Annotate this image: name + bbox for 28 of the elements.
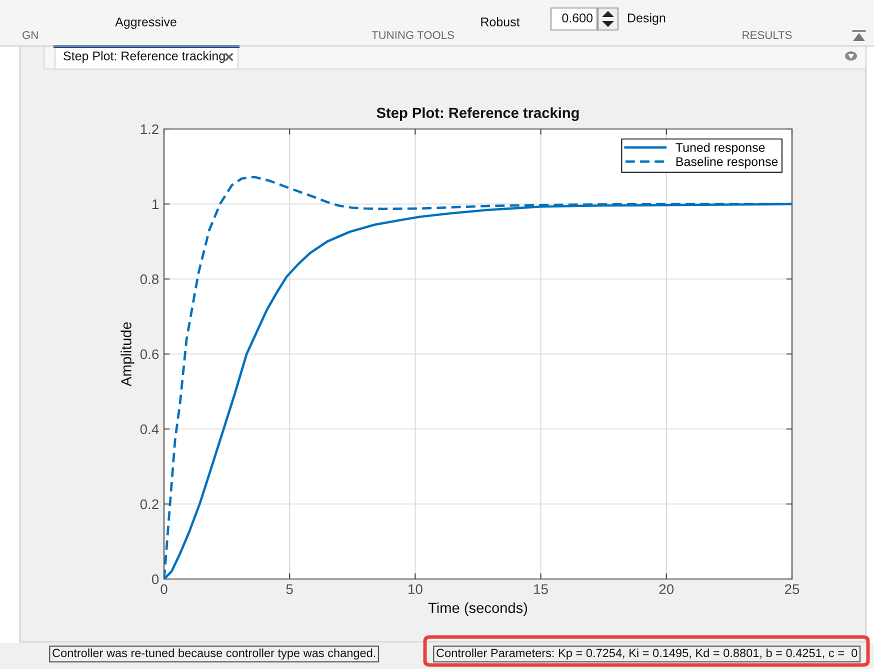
y-tick-label: 0.4 bbox=[140, 424, 159, 434]
text: Design bbox=[628, 13, 666, 25]
chart-title: Step Plot: Reference tracking bbox=[376, 107, 579, 121]
text: RESULTS bbox=[742, 31, 792, 39]
y-tick-label: 0.6 bbox=[140, 349, 159, 360]
y-tick-label: 1 bbox=[152, 199, 158, 210]
text: Robust bbox=[481, 17, 520, 26]
y-axis-title: Amplitude bbox=[120, 322, 134, 386]
x-tick-label: 20 bbox=[659, 584, 674, 594]
y-tick-label: 0.2 bbox=[140, 499, 158, 510]
text: TUNING TOOLS bbox=[372, 31, 454, 39]
x-tick-label: 15 bbox=[534, 584, 548, 594]
x-tick-label: 5 bbox=[286, 584, 293, 594]
legend-label: Tuned response bbox=[676, 142, 765, 154]
x-tick-label: 25 bbox=[784, 584, 800, 594]
text: 0.600 bbox=[562, 14, 593, 22]
legend-label: Baseline response bbox=[676, 156, 778, 169]
text: GN bbox=[22, 31, 38, 39]
x-axis-title: Time (seconds) bbox=[428, 602, 528, 616]
text: Controller was re-tuned because controller type was changed. bbox=[52, 648, 376, 660]
x-tick-label: 0 bbox=[160, 584, 168, 594]
text: Step Plot: Reference tracking bbox=[64, 51, 225, 63]
y-tick-label: 0 bbox=[152, 574, 159, 584]
x-tick-label: 10 bbox=[408, 584, 422, 594]
y-tick-label: 0.8 bbox=[140, 274, 159, 284]
y-tick-label: 1.2 bbox=[140, 124, 158, 134]
text: Controller Parameters: Kp = 0.7254, Ki = 0.1495, Kd = 0.8801, b = 0.4251, c = 0 bbox=[436, 648, 858, 660]
text: Aggressive bbox=[115, 17, 176, 29]
